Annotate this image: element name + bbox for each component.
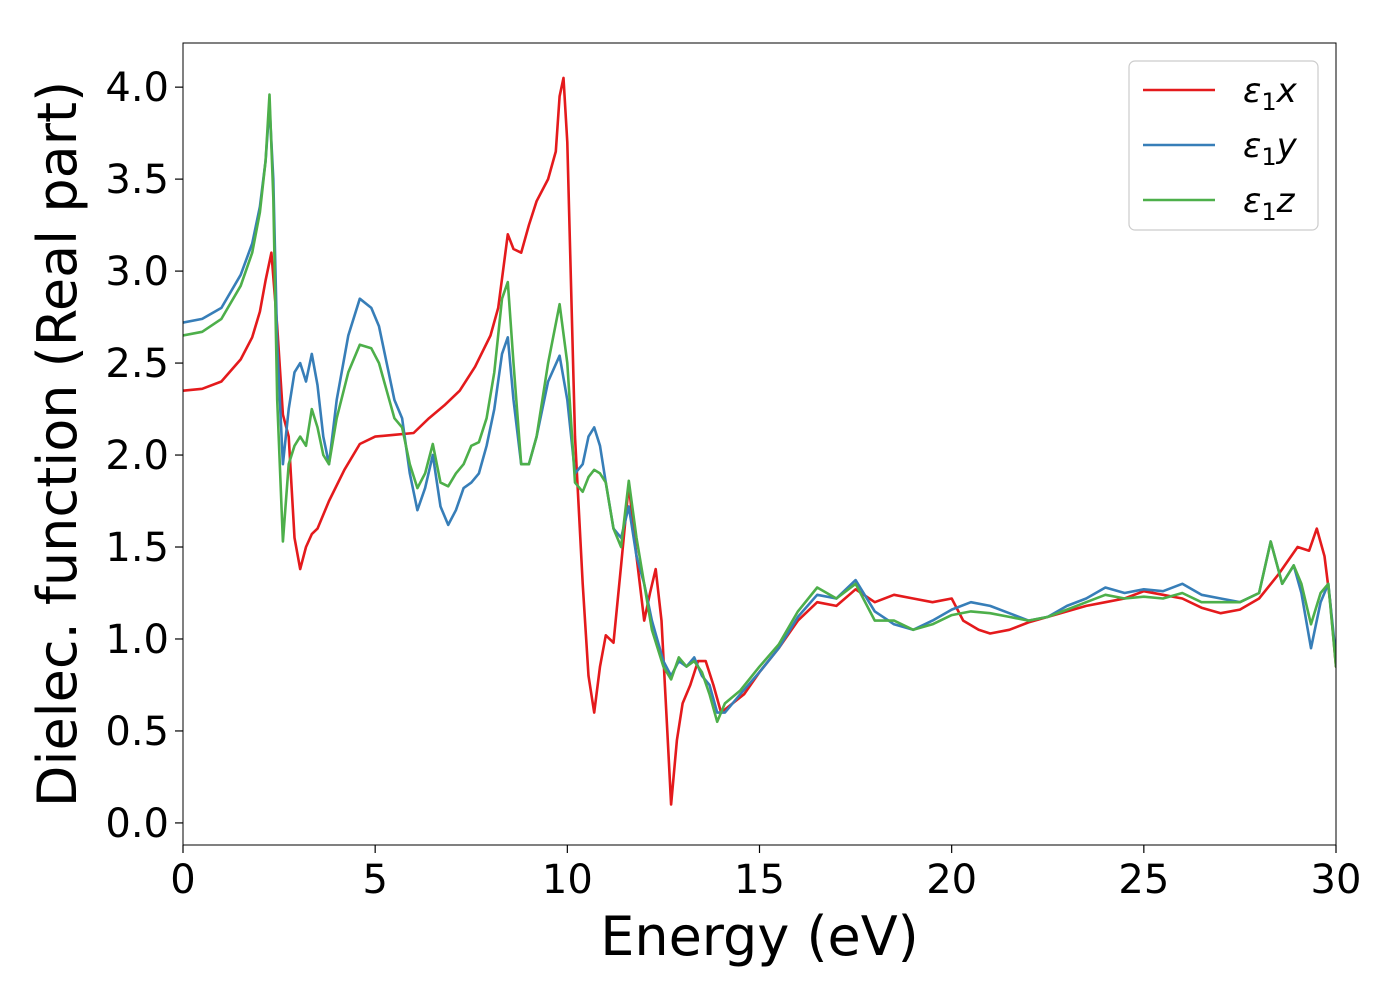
legend-label-subscript: 1 bbox=[1261, 198, 1276, 226]
y-tick-label: 3.0 bbox=[105, 249, 169, 295]
series-line-z bbox=[183, 93, 1336, 724]
x-tick-label: 30 bbox=[1311, 857, 1362, 903]
legend-label-suffix: z bbox=[1276, 181, 1296, 221]
x-tick-label: 20 bbox=[926, 857, 977, 903]
y-tick-label: 3.5 bbox=[105, 157, 169, 203]
y-tick-label: 0.5 bbox=[105, 709, 169, 755]
x-tick-label: 15 bbox=[734, 857, 785, 903]
y-tick-label: 2.0 bbox=[105, 433, 169, 479]
x-tick-label: 10 bbox=[542, 857, 593, 903]
legend-label-z: ε1z bbox=[1243, 181, 1296, 226]
legend-label-base: ε bbox=[1243, 71, 1261, 111]
legend-label-x: ε1x bbox=[1243, 71, 1298, 116]
legend-label-base: ε bbox=[1243, 181, 1261, 221]
legend-label-suffix: x bbox=[1276, 71, 1298, 111]
legend-label-y: ε1y bbox=[1243, 126, 1298, 171]
x-tick-label: 0 bbox=[170, 857, 195, 903]
series-line-y bbox=[183, 104, 1336, 714]
x-tick-label: 5 bbox=[362, 857, 387, 903]
x-tick-label: 25 bbox=[1118, 857, 1169, 903]
legend-label-suffix: y bbox=[1276, 126, 1298, 166]
y-tick-label: 1.5 bbox=[105, 525, 169, 571]
y-axis-ticks: 0.0 0.5 1.0 1.5 2.0 2.5 3.0 3.5 4.0 bbox=[105, 65, 183, 847]
y-axis-title: Dielec. function (Real part) bbox=[26, 81, 89, 807]
legend-box bbox=[1128, 60, 1319, 231]
y-tick-label: 0.0 bbox=[105, 801, 169, 847]
legend-label-subscript: 1 bbox=[1261, 143, 1276, 171]
legend-label-base: ε bbox=[1243, 126, 1261, 166]
x-axis-ticks: 0 5 10 15 20 25 30 bbox=[170, 845, 1361, 903]
y-tick-label: 2.5 bbox=[105, 341, 169, 387]
x-axis-title: Energy (eV) bbox=[600, 905, 919, 968]
y-tick-label: 4.0 bbox=[105, 65, 169, 111]
y-tick-label: 1.0 bbox=[105, 617, 169, 663]
series-layer bbox=[183, 76, 1336, 806]
legend-label-subscript: 1 bbox=[1261, 88, 1276, 116]
